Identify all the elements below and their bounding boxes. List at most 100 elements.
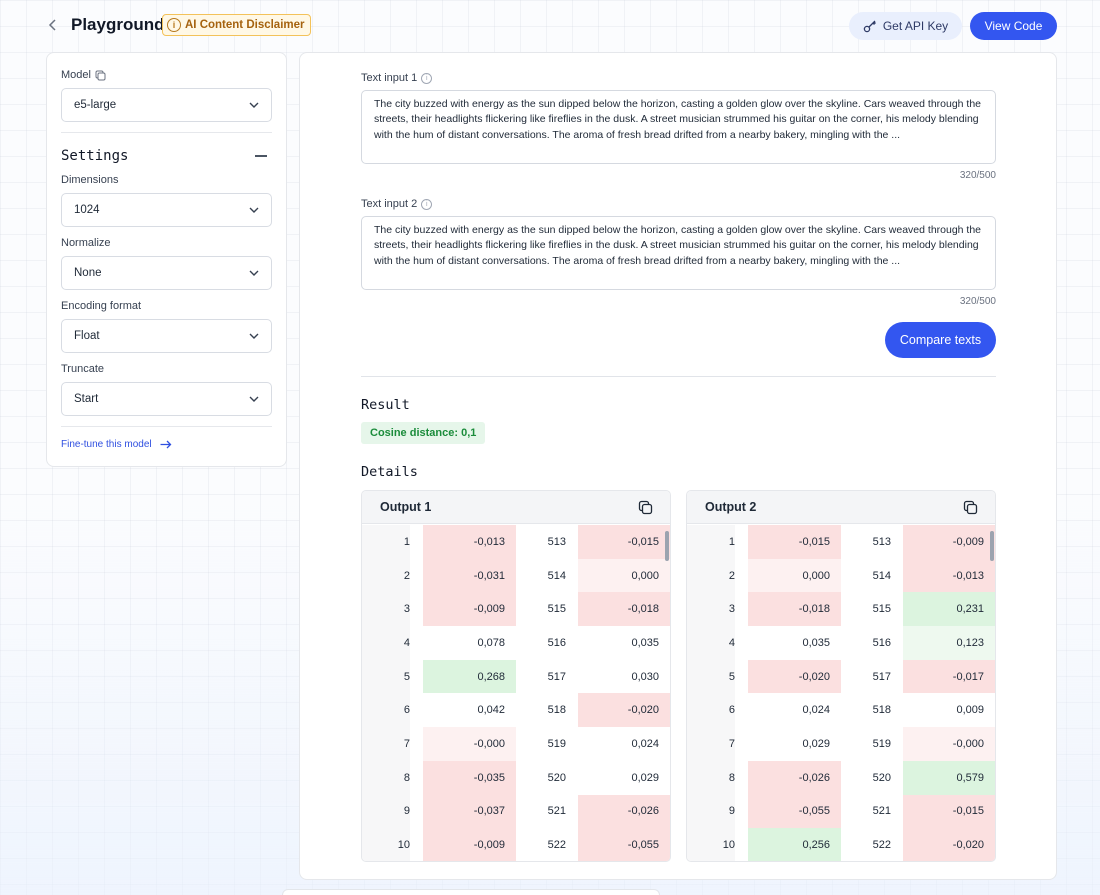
get-api-key-button[interactable]: Get API Key xyxy=(849,12,962,40)
section-divider xyxy=(361,376,996,377)
table-row: 7 -0,000 519 0,024 xyxy=(362,727,670,761)
row-index-cell: 4 xyxy=(362,626,410,660)
table-row: 2 0,000 514 -0,013 xyxy=(687,558,995,593)
text-input-2-counter: 320/500 xyxy=(959,296,996,307)
row-index-cell: 514 xyxy=(516,558,566,593)
row-index-cell: 520 xyxy=(516,760,566,795)
normalize-value: None xyxy=(74,267,102,279)
row-index-cell: 519 xyxy=(516,727,566,761)
main-panel: Text input 1 i The city buzzed with ener… xyxy=(299,52,1057,880)
arrow-right-icon xyxy=(160,440,172,449)
value-cell: 0,579 xyxy=(903,760,995,795)
table-row: 3 -0,009 515 -0,018 xyxy=(362,592,670,627)
top-header: Playground i AI Content Disclaimer Get A… xyxy=(0,0,1100,52)
text-input-1-label: Text input 1 xyxy=(361,72,418,84)
table-row: 7 0,029 519 -0,000 xyxy=(687,727,995,761)
row-index-cell: 522 xyxy=(841,828,891,861)
value-cell: -0,000 xyxy=(903,727,995,761)
row-index-cell: 519 xyxy=(841,727,891,761)
table-row: 5 0,268 517 0,030 xyxy=(362,659,670,694)
encoding-format-select[interactable]: Float xyxy=(61,319,272,353)
value-cell: -0,055 xyxy=(578,828,670,861)
text-input-1[interactable]: The city buzzed with energy as the sun d… xyxy=(361,90,996,164)
row-index-cell: 5 xyxy=(687,659,735,694)
row-index-cell: 513 xyxy=(516,525,566,559)
row-index-cell: 10 xyxy=(362,828,410,861)
table-row: 4 0,035 516 0,123 xyxy=(687,626,995,660)
value-cell: 0,029 xyxy=(578,760,670,795)
scrollbar[interactable] xyxy=(665,531,669,561)
model-select[interactable]: e5-large xyxy=(61,88,272,122)
value-cell: 0,268 xyxy=(423,659,516,694)
value-cell: 0,009 xyxy=(903,693,995,728)
row-index-cell: 3 xyxy=(687,592,735,627)
fine-tune-link[interactable]: Fine-tune this model xyxy=(61,439,172,450)
page-title: Playground xyxy=(71,15,165,34)
row-index-cell: 520 xyxy=(841,760,891,795)
normalize-label: Normalize xyxy=(61,237,111,249)
value-cell: -0,009 xyxy=(423,828,516,861)
value-cell: 0,035 xyxy=(578,626,670,660)
truncate-select[interactable]: Start xyxy=(61,382,272,416)
value-cell: -0,009 xyxy=(423,592,516,627)
table-row: 6 0,042 518 -0,020 xyxy=(362,693,670,728)
compare-texts-button[interactable]: Compare texts xyxy=(885,322,996,358)
table-row: 4 0,078 516 0,035 xyxy=(362,626,670,660)
value-cell: -0,035 xyxy=(423,760,516,795)
text-input-2[interactable]: The city buzzed with energy as the sun d… xyxy=(361,216,996,290)
row-index-cell: 8 xyxy=(362,760,410,795)
disclaimer-label: AI Content Disclaimer xyxy=(185,19,305,31)
text-input-1-counter: 320/500 xyxy=(959,170,996,181)
value-cell: 0,000 xyxy=(578,558,670,593)
dimensions-select[interactable]: 1024 xyxy=(61,193,272,227)
normalize-select[interactable]: None xyxy=(61,256,272,290)
row-index-cell: 9 xyxy=(687,794,735,829)
chevron-down-icon xyxy=(249,396,259,402)
row-index-cell: 521 xyxy=(516,794,566,829)
collapse-settings-button[interactable] xyxy=(255,149,269,163)
info-icon: i xyxy=(421,198,433,210)
row-index-cell: 10 xyxy=(687,828,735,861)
back-button[interactable] xyxy=(44,14,62,36)
value-cell: -0,018 xyxy=(748,592,841,627)
copy-icon[interactable] xyxy=(638,500,653,515)
scrollbar[interactable] xyxy=(990,531,994,561)
output-1-table: Output 1 1 -0,013 513 -0,015 2 -0,031 514 0,000… xyxy=(361,490,671,862)
value-cell: -0,020 xyxy=(578,693,670,728)
value-cell: 0,030 xyxy=(578,659,670,694)
ai-disclaimer-badge[interactable]: i AI Content Disclaimer xyxy=(162,14,311,36)
value-cell: 0,029 xyxy=(748,727,841,761)
model-label: Model xyxy=(61,69,91,81)
row-index-cell: 8 xyxy=(687,760,735,795)
view-code-button[interactable]: View Code xyxy=(970,12,1057,40)
truncate-label: Truncate xyxy=(61,363,105,375)
row-index-cell: 1 xyxy=(687,525,735,559)
value-cell: -0,037 xyxy=(423,794,516,829)
row-index-cell: 522 xyxy=(516,828,566,861)
text-input-2-label: Text input 2 xyxy=(361,198,418,210)
copy-icon[interactable] xyxy=(963,500,978,515)
row-index-cell: 2 xyxy=(362,558,410,593)
value-cell: 0,256 xyxy=(748,828,841,861)
info-icon: i xyxy=(167,18,181,32)
row-index-cell: 4 xyxy=(687,626,735,660)
copy-icon[interactable] xyxy=(95,70,106,81)
row-index-cell: 517 xyxy=(516,659,566,694)
api-key-label: Get API Key xyxy=(882,19,949,33)
result-title: Result xyxy=(361,397,410,413)
row-index-cell: 6 xyxy=(362,693,410,728)
value-cell: 0,024 xyxy=(748,693,841,728)
value-cell: 0,123 xyxy=(903,626,995,660)
chevron-down-icon xyxy=(249,333,259,339)
value-cell: -0,017 xyxy=(903,659,995,694)
value-cell: -0,026 xyxy=(578,794,670,829)
settings-panel: Model e5-large Settings Dimensions 1024 … xyxy=(46,52,287,467)
table-row: 5 -0,020 517 -0,017 xyxy=(687,659,995,694)
key-icon xyxy=(863,20,876,33)
output-1-header: Output 1 xyxy=(362,491,670,524)
text-input-2-label-row: Text input 2 i xyxy=(361,198,433,210)
value-cell: -0,015 xyxy=(903,794,995,829)
row-index-cell: 516 xyxy=(841,626,891,660)
value-cell: -0,013 xyxy=(423,525,516,559)
row-index-cell: 517 xyxy=(841,659,891,694)
